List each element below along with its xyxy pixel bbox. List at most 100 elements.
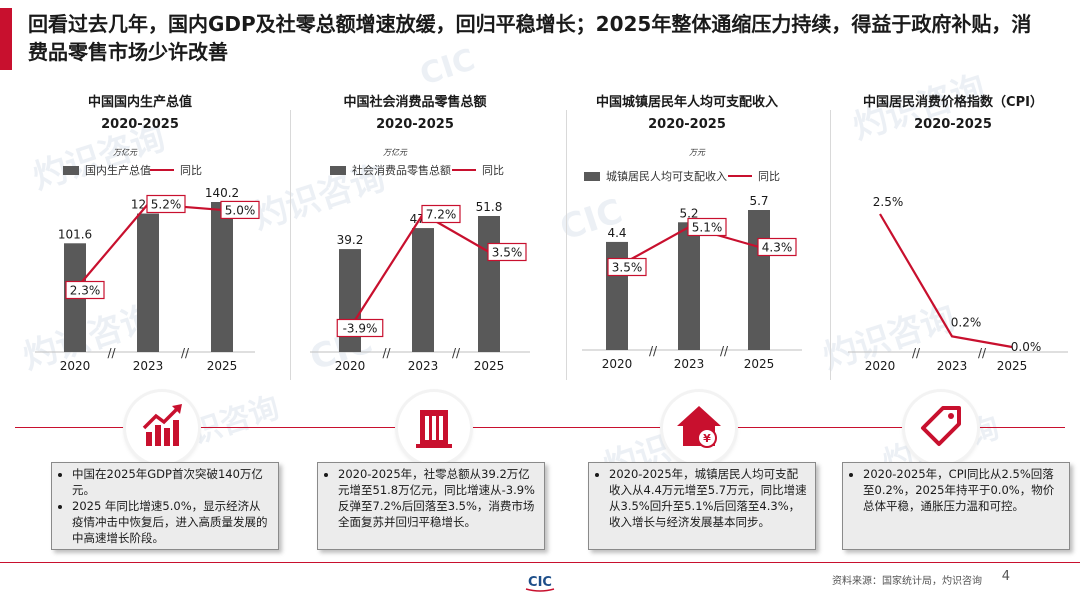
bar-value-label: 4.4 — [607, 226, 626, 240]
line-value-label: 2.3% — [70, 284, 101, 298]
column-divider — [566, 110, 567, 380]
note-item: 2020-2025年，CPI同比从2.5%回落至0.2%，2025年持平于0.0… — [863, 466, 1063, 514]
chart-subtitle: 2020-2025 — [648, 117, 726, 132]
line-value-label: 7.2% — [426, 208, 457, 222]
chart-retail-sales: 中国社会消费品零售总额2020-2025万亿元社会消费品零售总额同比39.247… — [290, 92, 540, 382]
building-icon — [398, 392, 470, 464]
note-item: 2025 年同比增速5.0%，显示经济从疫情冲击中恢复后，进入高质量发展的中高速… — [72, 498, 272, 546]
axis-break-mark: // — [649, 344, 658, 358]
bar-value-label: 51.8 — [476, 200, 503, 214]
x-tick-label: 2025 — [744, 357, 775, 371]
legend-bar-swatch — [584, 172, 600, 181]
chart-title: 中国居民消费价格指数（CPI） — [863, 94, 1043, 110]
line-value-box — [146, 194, 186, 214]
axis-break-mark: // — [912, 346, 921, 360]
chart-gdp: 中国国内生产总值2020-2025万亿元国内生产总值同比101.6129.414… — [15, 92, 265, 382]
line-value-label: 5.1% — [692, 221, 723, 235]
x-tick-label: 2025 — [207, 359, 238, 373]
line-value-label: 3.5% — [492, 246, 523, 260]
line-series — [879, 213, 1013, 349]
bar-value-label: 5.7 — [749, 194, 768, 208]
column-divider — [830, 110, 831, 380]
chart-cpi: 中国居民消费价格指数（CPI） 2020-2025 2.5% 0.2% 0.0% 2020… — [828, 92, 1078, 382]
chart-subtitle: 2020-2025 — [376, 117, 454, 132]
chart-unit: 万元 — [689, 148, 706, 157]
x-tick-label: 2023 — [133, 359, 164, 373]
axis-break-mark: // — [181, 346, 190, 360]
line-value-label: 2.5% — [873, 195, 904, 209]
x-tick-label: 2025 — [997, 359, 1028, 373]
axis-break-mark: // — [978, 346, 987, 360]
axis-break-mark: // — [452, 346, 461, 360]
note-item: 2020-2025年，城镇居民人均可支配收入从4.4万元增至5.7万元，同比增速… — [609, 466, 809, 530]
x-tick-label: 2020 — [335, 359, 366, 373]
line-value-box — [220, 200, 260, 220]
line-value-label: 0.0% — [1011, 340, 1042, 354]
legend-line-label: 同比 — [482, 164, 504, 177]
bar — [211, 202, 233, 352]
section-separator — [15, 427, 1065, 428]
bar — [748, 210, 770, 350]
chart-unit: 万亿元 — [383, 148, 408, 157]
legend-line-label: 同比 — [180, 164, 202, 177]
price-tag-icon — [905, 392, 977, 464]
x-tick-label: 2025 — [474, 359, 505, 373]
chart-subtitle: 2020-2025 — [914, 117, 992, 132]
x-tick-label: 2020 — [60, 359, 91, 373]
bar — [412, 228, 434, 352]
legend-line-label: 同比 — [758, 170, 780, 183]
x-tick-label: 2020 — [602, 357, 633, 371]
bar-value-label: 39.2 — [337, 233, 364, 247]
page-title: 回看过去几年，国内GDP及社零总额增速放缓，回归平稳增长；2025年整体通缩压力… — [28, 12, 1032, 64]
line-value-box — [607, 257, 647, 277]
line-value-label: 5.0% — [225, 203, 256, 217]
bar — [478, 216, 500, 352]
footer-line — [0, 562, 1080, 563]
legend-bar-label: 城镇居民人均可支配收入 — [606, 169, 727, 183]
line-value-label: 0.2% — [951, 315, 982, 329]
legend-bar-swatch — [63, 166, 79, 175]
chart-title: 中国城镇居民年人均可支配收入 — [596, 94, 778, 110]
axis-break-mark: // — [720, 344, 729, 358]
line-value-box — [757, 237, 797, 257]
line-value-label: 3.5% — [612, 261, 643, 275]
line-value-box — [65, 280, 105, 300]
line-value-box — [421, 204, 461, 224]
note-item: 中国在2025年GDP首次突破140万亿元。 — [72, 466, 272, 498]
note-box-retail: 2020-2025年，社零总额从39.2万亿元增至51.8万亿元，同比增速从-3… — [317, 462, 545, 550]
line-value-box — [687, 217, 727, 237]
chart-disposable-income: 中国城镇居民年人均可支配收入 2020-2025 万元城镇居民人均可支配收入 同比 4.… — [562, 92, 812, 382]
note-box-cpi: 2020-2025年，CPI同比从2.5%回落至0.2%，2025年持平于0.0… — [842, 462, 1070, 550]
line-value-label: 5.2% — [151, 198, 182, 212]
legend-bar-label: 国内生产总值 — [85, 163, 151, 177]
note-box-gdp: 中国在2025年GDP首次突破140万亿元。2025 年同比增速5.0%，显示经… — [51, 462, 279, 550]
note-box-income: 2020-2025年，城镇居民人均可支配收入从4.4万元增至5.7万元，同比增速… — [588, 462, 816, 550]
svg-text:CIC: CIC — [528, 575, 552, 590]
title-accent-bar — [0, 8, 12, 70]
x-tick-label: 2023 — [674, 357, 705, 371]
note-item: 2020-2025年，社零总额从39.2万亿元增至51.8万亿元，同比增速从-3… — [338, 466, 538, 530]
footer-logo: CIC — [520, 572, 560, 596]
bar-value-label: 101.6 — [58, 227, 92, 241]
svg-text:¥: ¥ — [703, 432, 711, 445]
x-tick-label: 2023 — [937, 359, 968, 373]
chart-title: 中国社会消费品零售总额 — [343, 94, 486, 110]
legend-bar-swatch — [330, 166, 346, 175]
legend-bar-label: 社会消费品零售总额 — [352, 163, 451, 177]
chart-unit: 万亿元 — [113, 148, 138, 157]
bar-value-label: 140.2 — [205, 186, 239, 200]
line-value-box — [487, 242, 527, 262]
bar — [137, 213, 159, 352]
page-number: 4 — [1001, 569, 1010, 584]
house-yuan-icon: ¥ — [663, 392, 735, 464]
chart-title: 中国国内生产总值 — [88, 94, 192, 110]
x-tick-label: 2023 — [408, 359, 439, 373]
x-tick-label: 2020 — [865, 359, 896, 373]
axis-break-mark: // — [382, 346, 391, 360]
line-value-box — [336, 318, 384, 338]
axis-break-mark: // — [107, 346, 116, 360]
bar-value-label: 5.2 — [679, 206, 698, 220]
source-note: 资料来源：国家统计局，灼识咨询 — [832, 576, 982, 587]
growth-chart-icon — [126, 392, 198, 464]
chart-subtitle: 2020-2025 — [101, 117, 179, 132]
